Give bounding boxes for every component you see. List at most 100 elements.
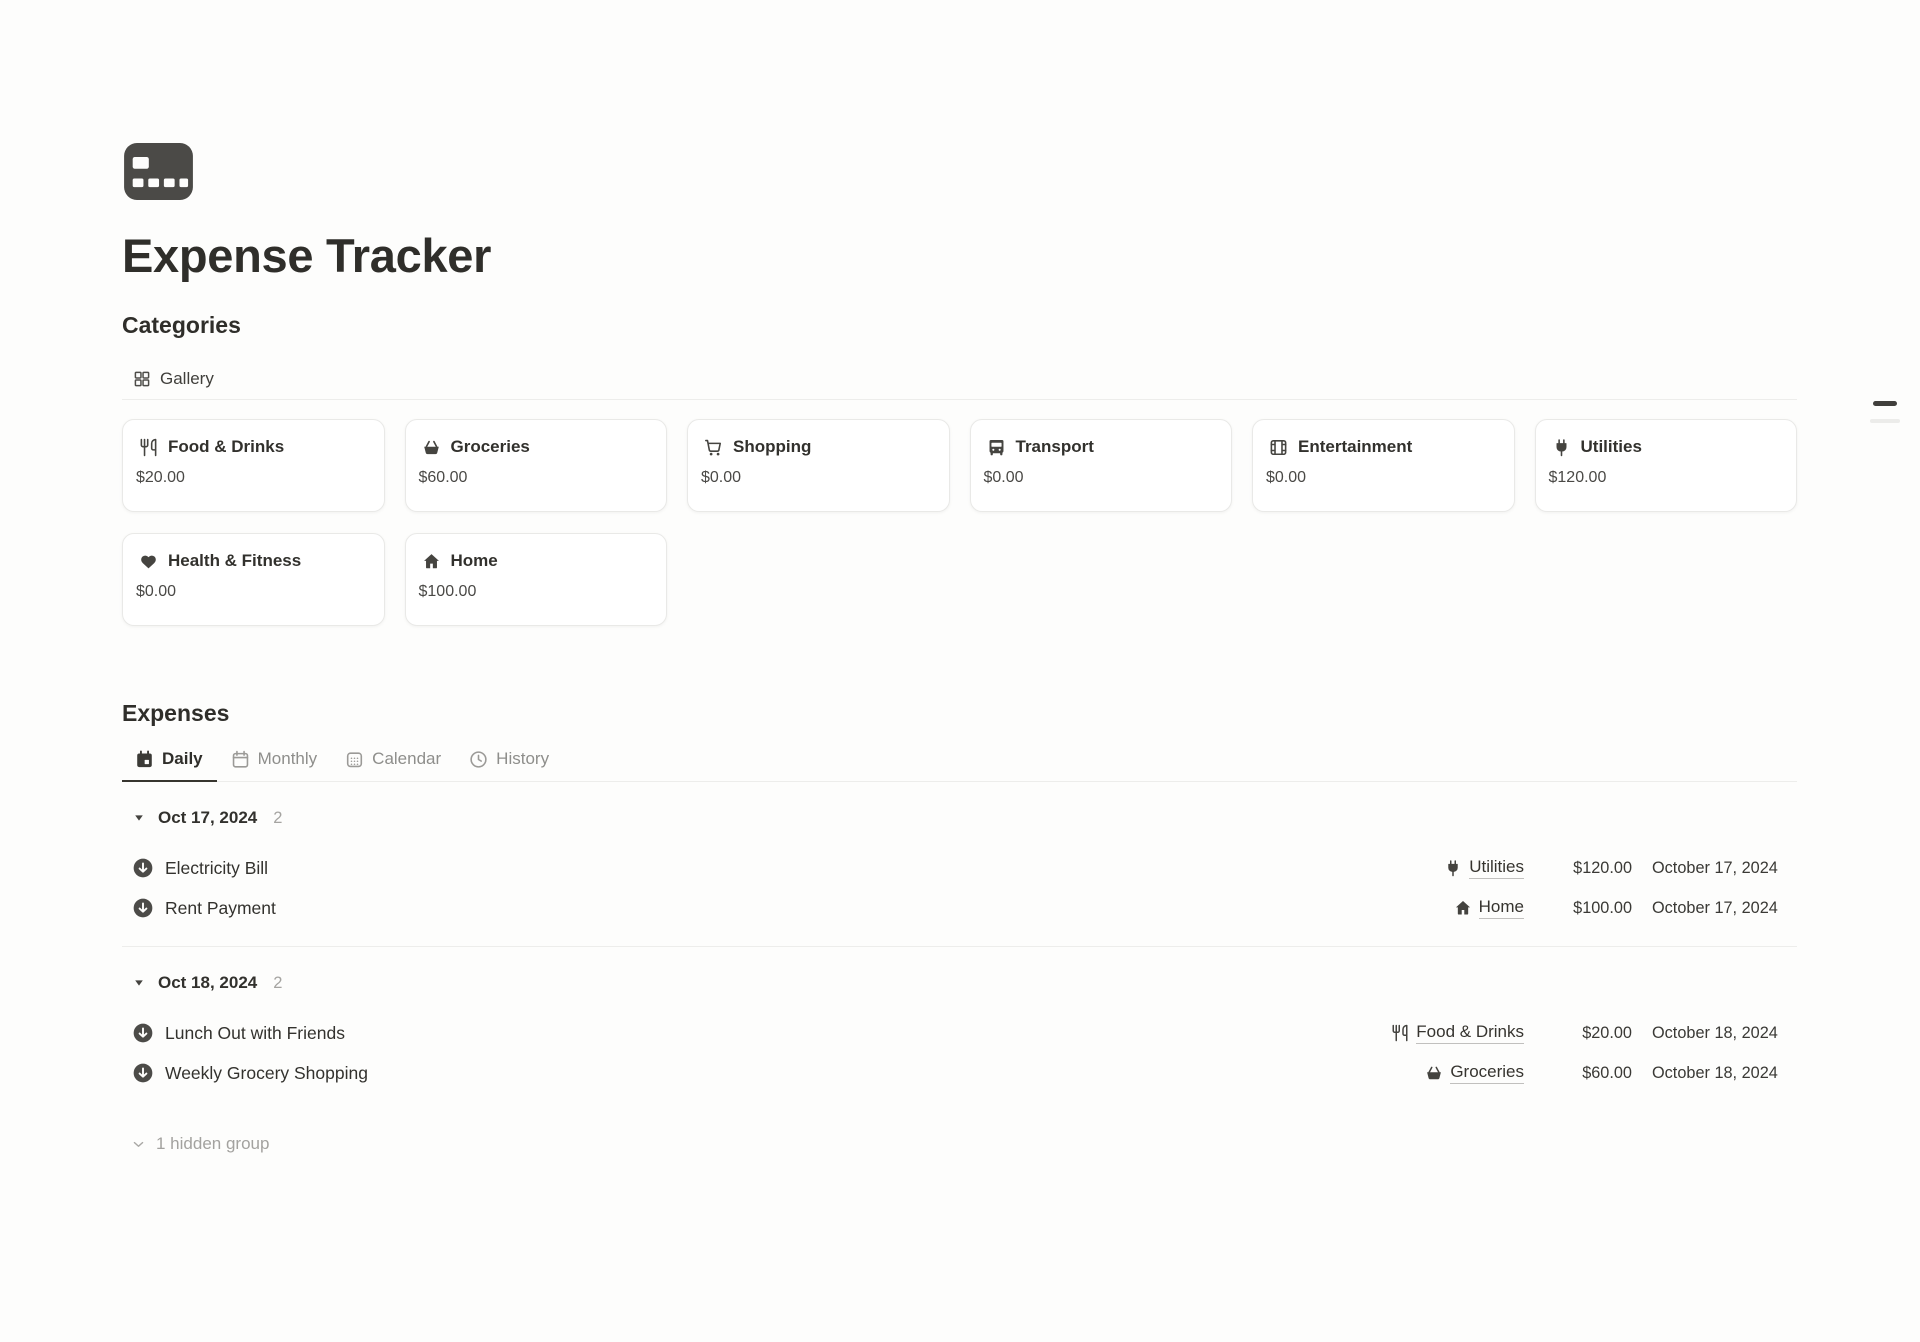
category-card-amount: $0.00: [983, 469, 1024, 486]
category-card-groceries[interactable]: Groceries $60.00: [404, 419, 667, 512]
category-card-head: Entertainment: [1265, 437, 1500, 457]
group-toggle-button[interactable]: [122, 970, 152, 996]
tab-monthly[interactable]: Monthly: [218, 749, 332, 782]
group-toggle-button[interactable]: [122, 805, 152, 831]
expense-date: October 17, 2024: [1652, 858, 1778, 877]
utensils-icon: [1391, 1024, 1409, 1042]
expense-row[interactable]: Weekly Grocery Shopping Groceries $60.00 Oc…: [122, 1053, 1797, 1093]
category-link-groceries[interactable]: Groceries: [1425, 1062, 1524, 1084]
expense-row-title: Lunch Out with Friends: [165, 1022, 345, 1043]
cart-icon: [704, 438, 723, 457]
group-rows: Electricity Bill Utilities $120.00 October …: [122, 848, 1797, 928]
category-card-grid: Food & Drinks $20.00 Groceries $60.00 Shoppi…: [122, 419, 1797, 626]
basket-icon: [422, 438, 441, 457]
category-card-transport[interactable]: Transport $0.00: [969, 419, 1232, 512]
expense-row-meta: Food & Drinks $20.00 October 18, 2024: [1391, 1022, 1797, 1044]
triangle-down-icon: [132, 811, 146, 825]
category-card-head: Utilities: [1548, 437, 1783, 457]
expense-date: October 18, 2024: [1652, 1063, 1778, 1082]
expense-row-title: Rent Payment: [165, 897, 276, 918]
expense-group: Oct 17, 2024 2 Electricity Bill Utilities $1…: [122, 804, 1797, 928]
heart-icon: [139, 552, 158, 571]
category-card-head: Shopping: [700, 437, 935, 457]
expense-date: October 18, 2024: [1652, 1023, 1778, 1042]
category-card-head: Groceries: [418, 437, 653, 457]
category-link-label: Home: [1478, 897, 1524, 919]
tab-label: Calendar: [372, 749, 442, 768]
page-content: Expense Tracker Categories Gallery Food …: [122, 143, 1797, 1154]
group-divider: [122, 946, 1797, 947]
categories-heading: Categories: [122, 312, 241, 338]
hidden-group-label: 1 hidden group: [156, 1134, 270, 1153]
expense-row[interactable]: Rent Payment Home $100.00 October 17, 2024: [122, 888, 1797, 928]
category-card-name: Groceries: [450, 437, 530, 456]
clock-icon: [469, 750, 488, 769]
group-count: 2: [273, 808, 283, 827]
calendar-filled-icon: [135, 749, 154, 769]
category-card-amount: $120.00: [1548, 469, 1607, 486]
gallery-grid-icon: [133, 370, 151, 388]
expense-row[interactable]: Electricity Bill Utilities $120.00 October …: [122, 848, 1797, 888]
arrow-down-circle-icon: [132, 857, 154, 879]
tab-label: History: [496, 749, 550, 768]
category-card-utilities[interactable]: Utilities $120.00: [1534, 419, 1797, 512]
bus-icon: [987, 438, 1006, 457]
page-icon[interactable]: [124, 143, 193, 200]
right-edge-handle[interactable]: [1873, 401, 1897, 406]
category-link-utilities[interactable]: Utilities: [1444, 857, 1524, 879]
view-tab-label: Gallery: [160, 368, 214, 388]
expense-group-header: Oct 18, 2024 2: [122, 969, 1797, 997]
tab-label: Daily: [162, 749, 203, 768]
category-card-name: Food & Drinks: [168, 437, 285, 456]
right-edge-scroll-hint: [1870, 419, 1900, 423]
expense-row-title: Electricity Bill: [165, 857, 269, 878]
category-card-amount: $0.00: [136, 583, 177, 600]
hidden-group-toggle[interactable]: 1 hidden group: [122, 1134, 1797, 1154]
basket-icon: [1425, 1064, 1443, 1082]
expense-row-meta: Home $100.00 October 17, 2024: [1454, 897, 1797, 919]
category-link-label: Utilities: [1469, 857, 1524, 879]
category-card-shopping[interactable]: Shopping $0.00: [687, 419, 950, 512]
plug-icon: [1444, 859, 1462, 877]
expense-row-meta: Groceries $60.00 October 18, 2024: [1425, 1062, 1797, 1084]
expense-row[interactable]: Lunch Out with Friends Food & Drinks $20.0…: [122, 1013, 1797, 1053]
category-card-amount: $0.00: [701, 469, 742, 486]
arrow-down-circle-icon: [132, 897, 154, 919]
tab-history[interactable]: History: [456, 749, 563, 782]
category-card-head: Transport: [983, 437, 1218, 457]
expense-group-header: Oct 17, 2024 2: [122, 804, 1797, 832]
expenses-heading: Expenses: [122, 700, 230, 726]
category-card-head: Food & Drinks: [135, 437, 370, 457]
calendar-outline-icon: [231, 750, 250, 769]
group-date: Oct 17, 2024: [158, 808, 258, 827]
category-link-food-drinks[interactable]: Food & Drinks: [1391, 1022, 1524, 1044]
utensils-icon: [139, 438, 158, 457]
calendar-dots-icon: [345, 750, 364, 769]
category-link-label: Groceries: [1450, 1062, 1524, 1084]
expense-amount: $100.00: [1573, 898, 1632, 917]
expense-date: October 17, 2024: [1652, 898, 1778, 917]
category-card-home[interactable]: Home $100.00: [404, 533, 667, 626]
category-card-name: Transport: [1015, 437, 1094, 456]
tab-daily[interactable]: Daily: [122, 749, 217, 782]
expense-groups: Oct 17, 2024 2 Electricity Bill Utilities $1…: [122, 804, 1797, 1093]
category-card-amount: $0.00: [1266, 469, 1307, 486]
category-card-health-fitness[interactable]: Health & Fitness $0.00: [122, 533, 385, 626]
category-card-name: Health & Fitness: [168, 551, 302, 570]
category-card-head: Home: [418, 551, 653, 571]
expense-amount: $120.00: [1573, 858, 1632, 877]
chevron-down-icon: [130, 1136, 147, 1153]
category-card-name: Utilities: [1580, 437, 1642, 456]
category-card-food-drinks[interactable]: Food & Drinks $20.00: [122, 419, 385, 512]
category-card-entertainment[interactable]: Entertainment $0.00: [1252, 419, 1515, 512]
view-tab-gallery[interactable]: Gallery: [122, 358, 1797, 400]
category-card-amount: $20.00: [136, 469, 185, 486]
tab-label: Monthly: [257, 749, 318, 768]
expense-row-meta: Utilities $120.00 October 17, 2024: [1444, 857, 1797, 879]
page-title[interactable]: Expense Tracker: [122, 229, 492, 282]
category-link-home[interactable]: Home: [1454, 897, 1524, 919]
category-card-head: Health & Fitness: [135, 551, 370, 571]
group-date: Oct 18, 2024: [158, 973, 258, 992]
triangle-down-icon: [132, 976, 146, 990]
tab-calendar[interactable]: Calendar: [332, 749, 455, 782]
